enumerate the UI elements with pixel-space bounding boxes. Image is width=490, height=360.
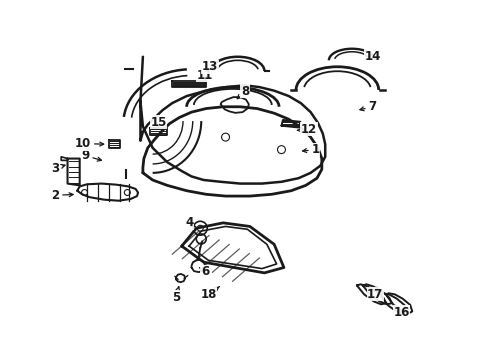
Text: 18: 18 [200, 287, 220, 301]
Text: 7: 7 [360, 100, 376, 113]
Text: 12: 12 [297, 123, 318, 136]
Text: 11: 11 [197, 69, 213, 82]
Text: 4: 4 [185, 216, 196, 229]
Text: 17: 17 [367, 287, 384, 301]
Text: 5: 5 [172, 287, 180, 304]
Text: 2: 2 [51, 189, 73, 202]
Text: 3: 3 [51, 162, 65, 175]
Text: 6: 6 [200, 265, 209, 278]
Text: 10: 10 [75, 137, 104, 150]
Text: 9: 9 [81, 149, 101, 162]
Text: 15: 15 [150, 116, 167, 129]
Text: 13: 13 [202, 60, 218, 73]
Text: 8: 8 [237, 85, 249, 99]
Text: 1: 1 [303, 143, 319, 156]
Text: 16: 16 [393, 305, 410, 319]
Text: 14: 14 [364, 50, 381, 63]
